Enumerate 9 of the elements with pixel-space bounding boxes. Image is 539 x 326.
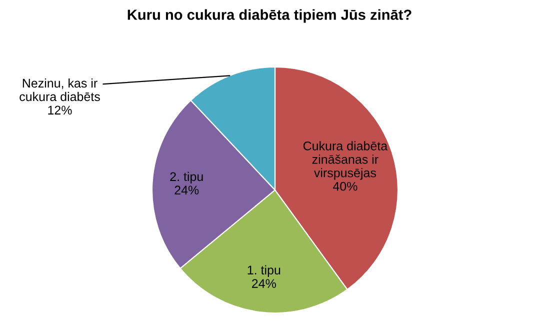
- slice-label: 2. tipu: [170, 172, 203, 184]
- data-label: 40%: [332, 182, 358, 191]
- chart-title: Kuru no cukura diabēta tipiem Jūs zināt?: [128, 9, 412, 23]
- slice-label: Nezinu, kas ir cukura diabēts: [20, 78, 100, 102]
- data-label: 24%: [174, 186, 199, 194]
- slice-label: 1. tipu: [248, 265, 280, 277]
- data-label: 12%: [48, 106, 72, 115]
- data-label: 24%: [252, 279, 276, 288]
- slice-label: Cukura diabēta zināšanas ir virspusējas: [303, 141, 388, 180]
